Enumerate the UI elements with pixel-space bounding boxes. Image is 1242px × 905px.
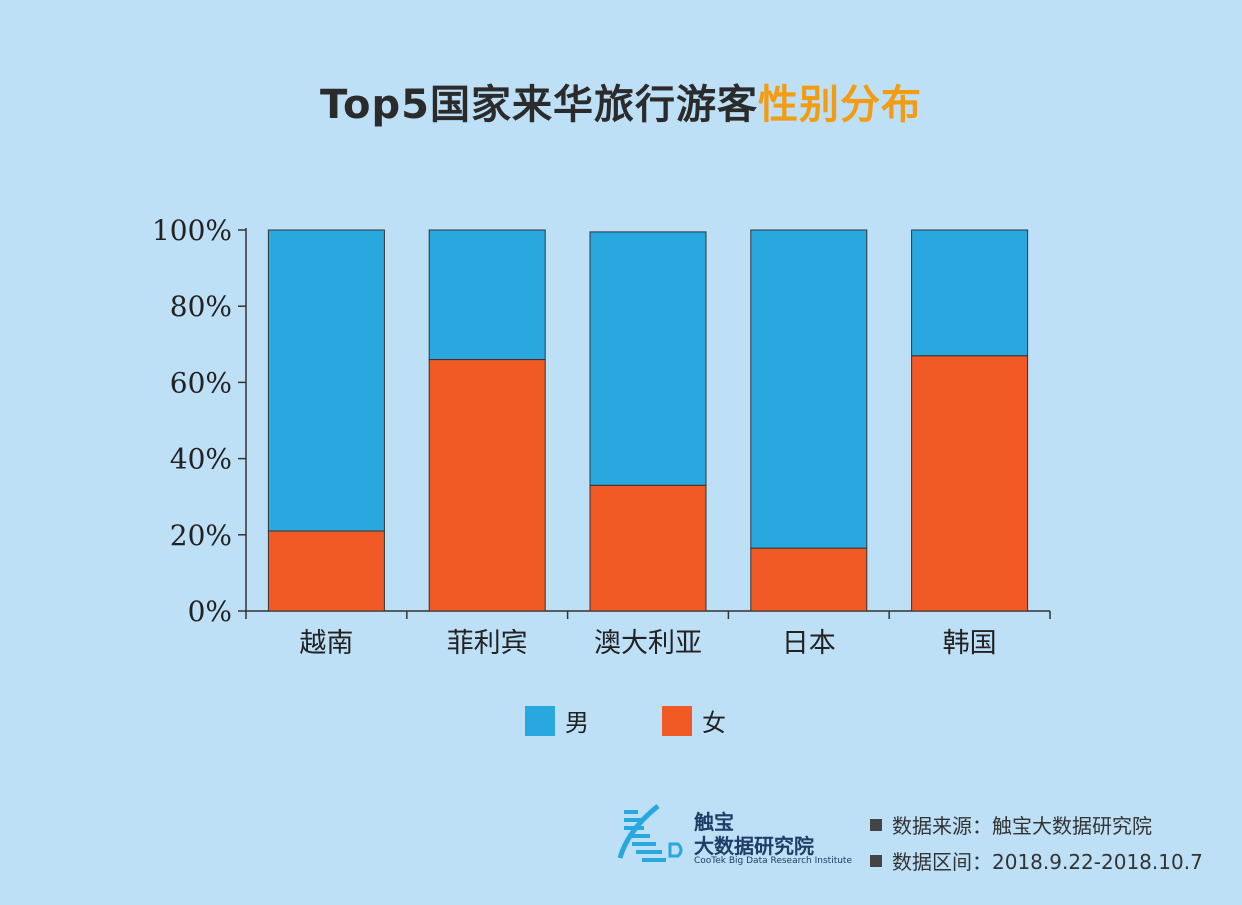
x-category-label: 澳大利亚 (594, 628, 702, 659)
legend-item-male: 男 (525, 703, 589, 738)
legend-label-female: 女 (702, 709, 726, 737)
x-category-label: 韩国 (943, 628, 997, 659)
bar-segment-male (589, 231, 707, 486)
y-tick-label: 40% (170, 443, 232, 476)
bar-segment-female (267, 530, 385, 612)
chart-title: Top5国家来华旅行游客性别分布 (0, 72, 1242, 130)
bar-segment-female (589, 484, 707, 612)
bar-segment-male (267, 229, 385, 532)
chart-title-main: Top5国家来华旅行游客 (320, 82, 758, 128)
bar-segment-female (750, 547, 868, 612)
logo-text-line2: 大数据研究院 (694, 834, 814, 858)
y-tick-label: 60% (170, 366, 232, 399)
bar-segment-female (428, 359, 546, 612)
bullet-icon (870, 818, 882, 831)
bar-segment-male (911, 229, 1029, 357)
y-tick-label: 0% (188, 595, 232, 628)
bar-segment-male (428, 229, 546, 361)
stacked-bar-chart: 0% 20% 40% 60% 80% 100% 越南 菲利宾 澳大利亚 日本 韩国 (152, 214, 1051, 659)
data-range: 数据区间：2018.9.22-2018.10.7 (870, 846, 1203, 875)
data-source-text: 数据来源：触宝大数据研究院 (892, 814, 1152, 838)
cootek-logo: 触宝 大数据研究院 CooTek Big Data Research Insti… (608, 800, 852, 870)
x-category-label: 日本 (782, 628, 836, 659)
y-tick-label: 100% (152, 214, 232, 247)
legend-label-male: 男 (565, 709, 589, 737)
x-category-label: 菲利宾 (447, 628, 528, 659)
legend-item-female: 女 (662, 703, 726, 738)
y-tick-label: 80% (170, 290, 232, 323)
bar-segment-female (911, 355, 1029, 612)
data-range-text: 数据区间：2018.9.22-2018.10.7 (892, 850, 1203, 874)
logo-text-line1: 触宝 (694, 810, 734, 834)
logo-text-line3: CooTek Big Data Research Institute (694, 856, 852, 866)
x-category-label: 越南 (299, 628, 353, 659)
bullet-icon (870, 854, 882, 867)
legend-swatch-male (525, 705, 555, 736)
cootek-logo-icon (617, 804, 683, 862)
y-tick-label: 20% (170, 519, 232, 552)
legend-swatch-female (662, 705, 692, 736)
chart-title-highlight: 性别分布 (757, 82, 922, 128)
data-source: 数据来源：触宝大数据研究院 (870, 810, 1152, 839)
bar-segment-male (750, 229, 868, 549)
